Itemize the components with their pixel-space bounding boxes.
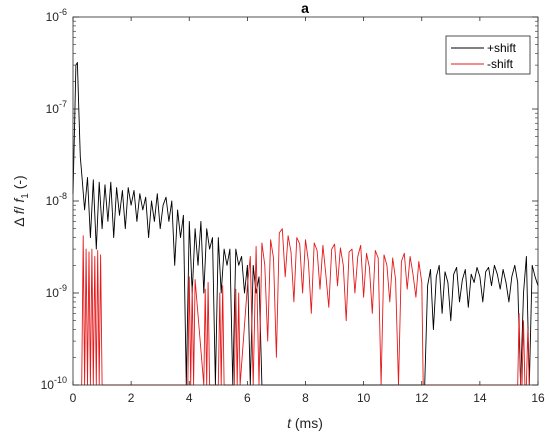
y-axis: 10-6 10-7 10-8 10-9 10-10 — [41, 7, 538, 392]
x-axis-variable: t — [287, 415, 292, 431]
y-tick-label: 10-10 — [41, 375, 67, 392]
x-tick-label: 10 — [357, 391, 371, 405]
legend-label-plus-shift: +shift — [487, 41, 517, 55]
x-axis-label: t (ms) — [287, 415, 323, 431]
y-axis-delta: Δ — [11, 214, 27, 226]
y-tick-label: 10-7 — [46, 99, 67, 116]
y-axis-unit: (-) — [11, 175, 27, 193]
legend-label-minus-shift: -shift — [487, 57, 514, 71]
y-axis-subscript: 1 — [20, 193, 31, 199]
y-tick-label: 10-8 — [46, 191, 67, 208]
x-axis: 0 2 4 6 8 10 12 14 16 — [70, 17, 545, 405]
y-tick-label: 10-6 — [46, 7, 67, 24]
x-tick-label: 0 — [70, 391, 77, 405]
legend: +shift -shift — [445, 35, 531, 75]
plot-area — [73, 17, 538, 385]
series-layer — [72, 62, 539, 386]
series-line-plus-shift — [72, 62, 539, 386]
y-axis-f1: f — [11, 197, 27, 203]
y-axis-f: f — [11, 208, 27, 214]
x-tick-label: 16 — [531, 391, 545, 405]
x-tick-label: 12 — [415, 391, 429, 405]
chart-title: a — [301, 0, 309, 16]
x-tick-label: 14 — [473, 391, 487, 405]
legend-box — [445, 35, 531, 75]
x-tick-label: 8 — [302, 391, 309, 405]
y-axis-slash: / — [11, 203, 27, 211]
x-tick-label: 4 — [186, 391, 193, 405]
x-tick-label: 2 — [128, 391, 135, 405]
x-axis-unit: (ms) — [291, 415, 323, 431]
y-tick-label: 10-9 — [46, 283, 67, 300]
series-line-minus-shift — [81, 228, 530, 386]
x-tick-label: 6 — [244, 391, 251, 405]
y-axis-label: Δ f/ f1 (-) — [11, 175, 31, 226]
